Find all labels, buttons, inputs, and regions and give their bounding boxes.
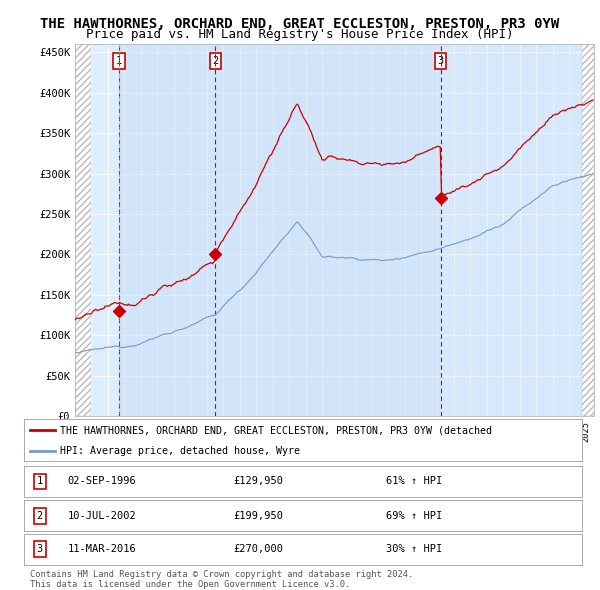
Text: £129,950: £129,950 [233, 477, 283, 486]
Text: 1: 1 [37, 477, 43, 486]
Text: 2: 2 [37, 511, 43, 520]
Text: 3: 3 [37, 545, 43, 554]
Text: 3: 3 [437, 56, 444, 66]
Text: 61% ↑ HPI: 61% ↑ HPI [386, 477, 443, 486]
Text: THE HAWTHORNES, ORCHARD END, GREAT ECCLESTON, PRESTON, PR3 0YW (detached: THE HAWTHORNES, ORCHARD END, GREAT ECCLE… [60, 425, 492, 435]
Text: HPI: Average price, detached house, Wyre: HPI: Average price, detached house, Wyre [60, 446, 300, 456]
Text: THE HAWTHORNES, ORCHARD END, GREAT ECCLESTON, PRESTON, PR3 0YW: THE HAWTHORNES, ORCHARD END, GREAT ECCLE… [40, 17, 560, 31]
Text: 30% ↑ HPI: 30% ↑ HPI [386, 545, 443, 554]
Text: £199,950: £199,950 [233, 511, 283, 520]
Text: 69% ↑ HPI: 69% ↑ HPI [386, 511, 443, 520]
Text: Price paid vs. HM Land Registry's House Price Index (HPI): Price paid vs. HM Land Registry's House … [86, 28, 514, 41]
Text: 02-SEP-1996: 02-SEP-1996 [68, 477, 136, 486]
Text: 11-MAR-2016: 11-MAR-2016 [68, 545, 136, 554]
Bar [581, 44, 594, 416]
Text: 1: 1 [116, 56, 122, 66]
Text: £270,000: £270,000 [233, 545, 283, 554]
Text: 2: 2 [212, 56, 218, 66]
Bar [215, 44, 440, 416]
Bar [440, 44, 581, 416]
Bar [75, 44, 91, 416]
Text: Contains HM Land Registry data © Crown copyright and database right 2024.
This d: Contains HM Land Registry data © Crown c… [30, 570, 413, 589]
Text: 10-JUL-2002: 10-JUL-2002 [68, 511, 136, 520]
Bar [119, 44, 215, 416]
